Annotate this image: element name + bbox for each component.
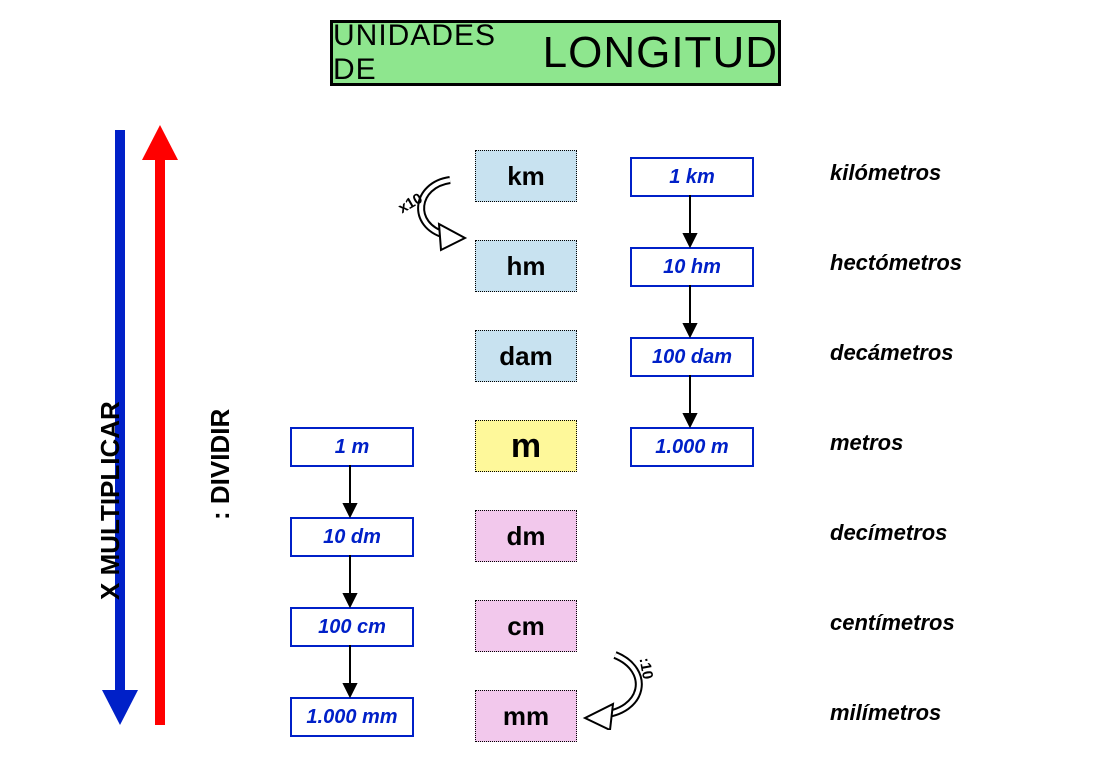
left-connectors <box>290 420 420 750</box>
label-dam: decámetros <box>830 340 954 366</box>
right-connectors <box>630 150 760 480</box>
unit-abbr: hm <box>507 251 546 282</box>
unit-abbr: dm <box>507 521 546 552</box>
title-part-2: LONGITUD <box>543 28 778 78</box>
unit-m: m <box>475 420 577 472</box>
unit-abbr: km <box>507 161 545 192</box>
divide-label: : DIVIDIR <box>205 220 236 520</box>
unit-abbr: dam <box>499 341 552 372</box>
label-hm: hectómetros <box>830 250 962 276</box>
unit-km: km <box>475 150 577 202</box>
unit-dam: dam <box>475 330 577 382</box>
title-box: UNIDADES DE LONGITUD <box>330 20 781 86</box>
unit-cm: cm <box>475 600 577 652</box>
unit-hm: hm <box>475 240 577 292</box>
unit-abbr: m <box>511 427 541 466</box>
label-km: kilómetros <box>830 160 941 186</box>
label-dm: decímetros <box>830 520 947 546</box>
unit-mm: mm <box>475 690 577 742</box>
label-cm: centímetros <box>830 610 955 636</box>
div10-arrow-icon <box>580 640 670 730</box>
title-part-1: UNIDADES DE <box>333 19 533 87</box>
label-m: metros <box>830 430 903 456</box>
unit-abbr: mm <box>503 701 549 732</box>
multiply-label: X MULTIPLICAR <box>95 130 126 600</box>
unit-abbr: cm <box>507 611 545 642</box>
label-mm: milímetros <box>830 700 941 726</box>
div10-label: :10 <box>636 656 657 680</box>
unit-dm: dm <box>475 510 577 562</box>
